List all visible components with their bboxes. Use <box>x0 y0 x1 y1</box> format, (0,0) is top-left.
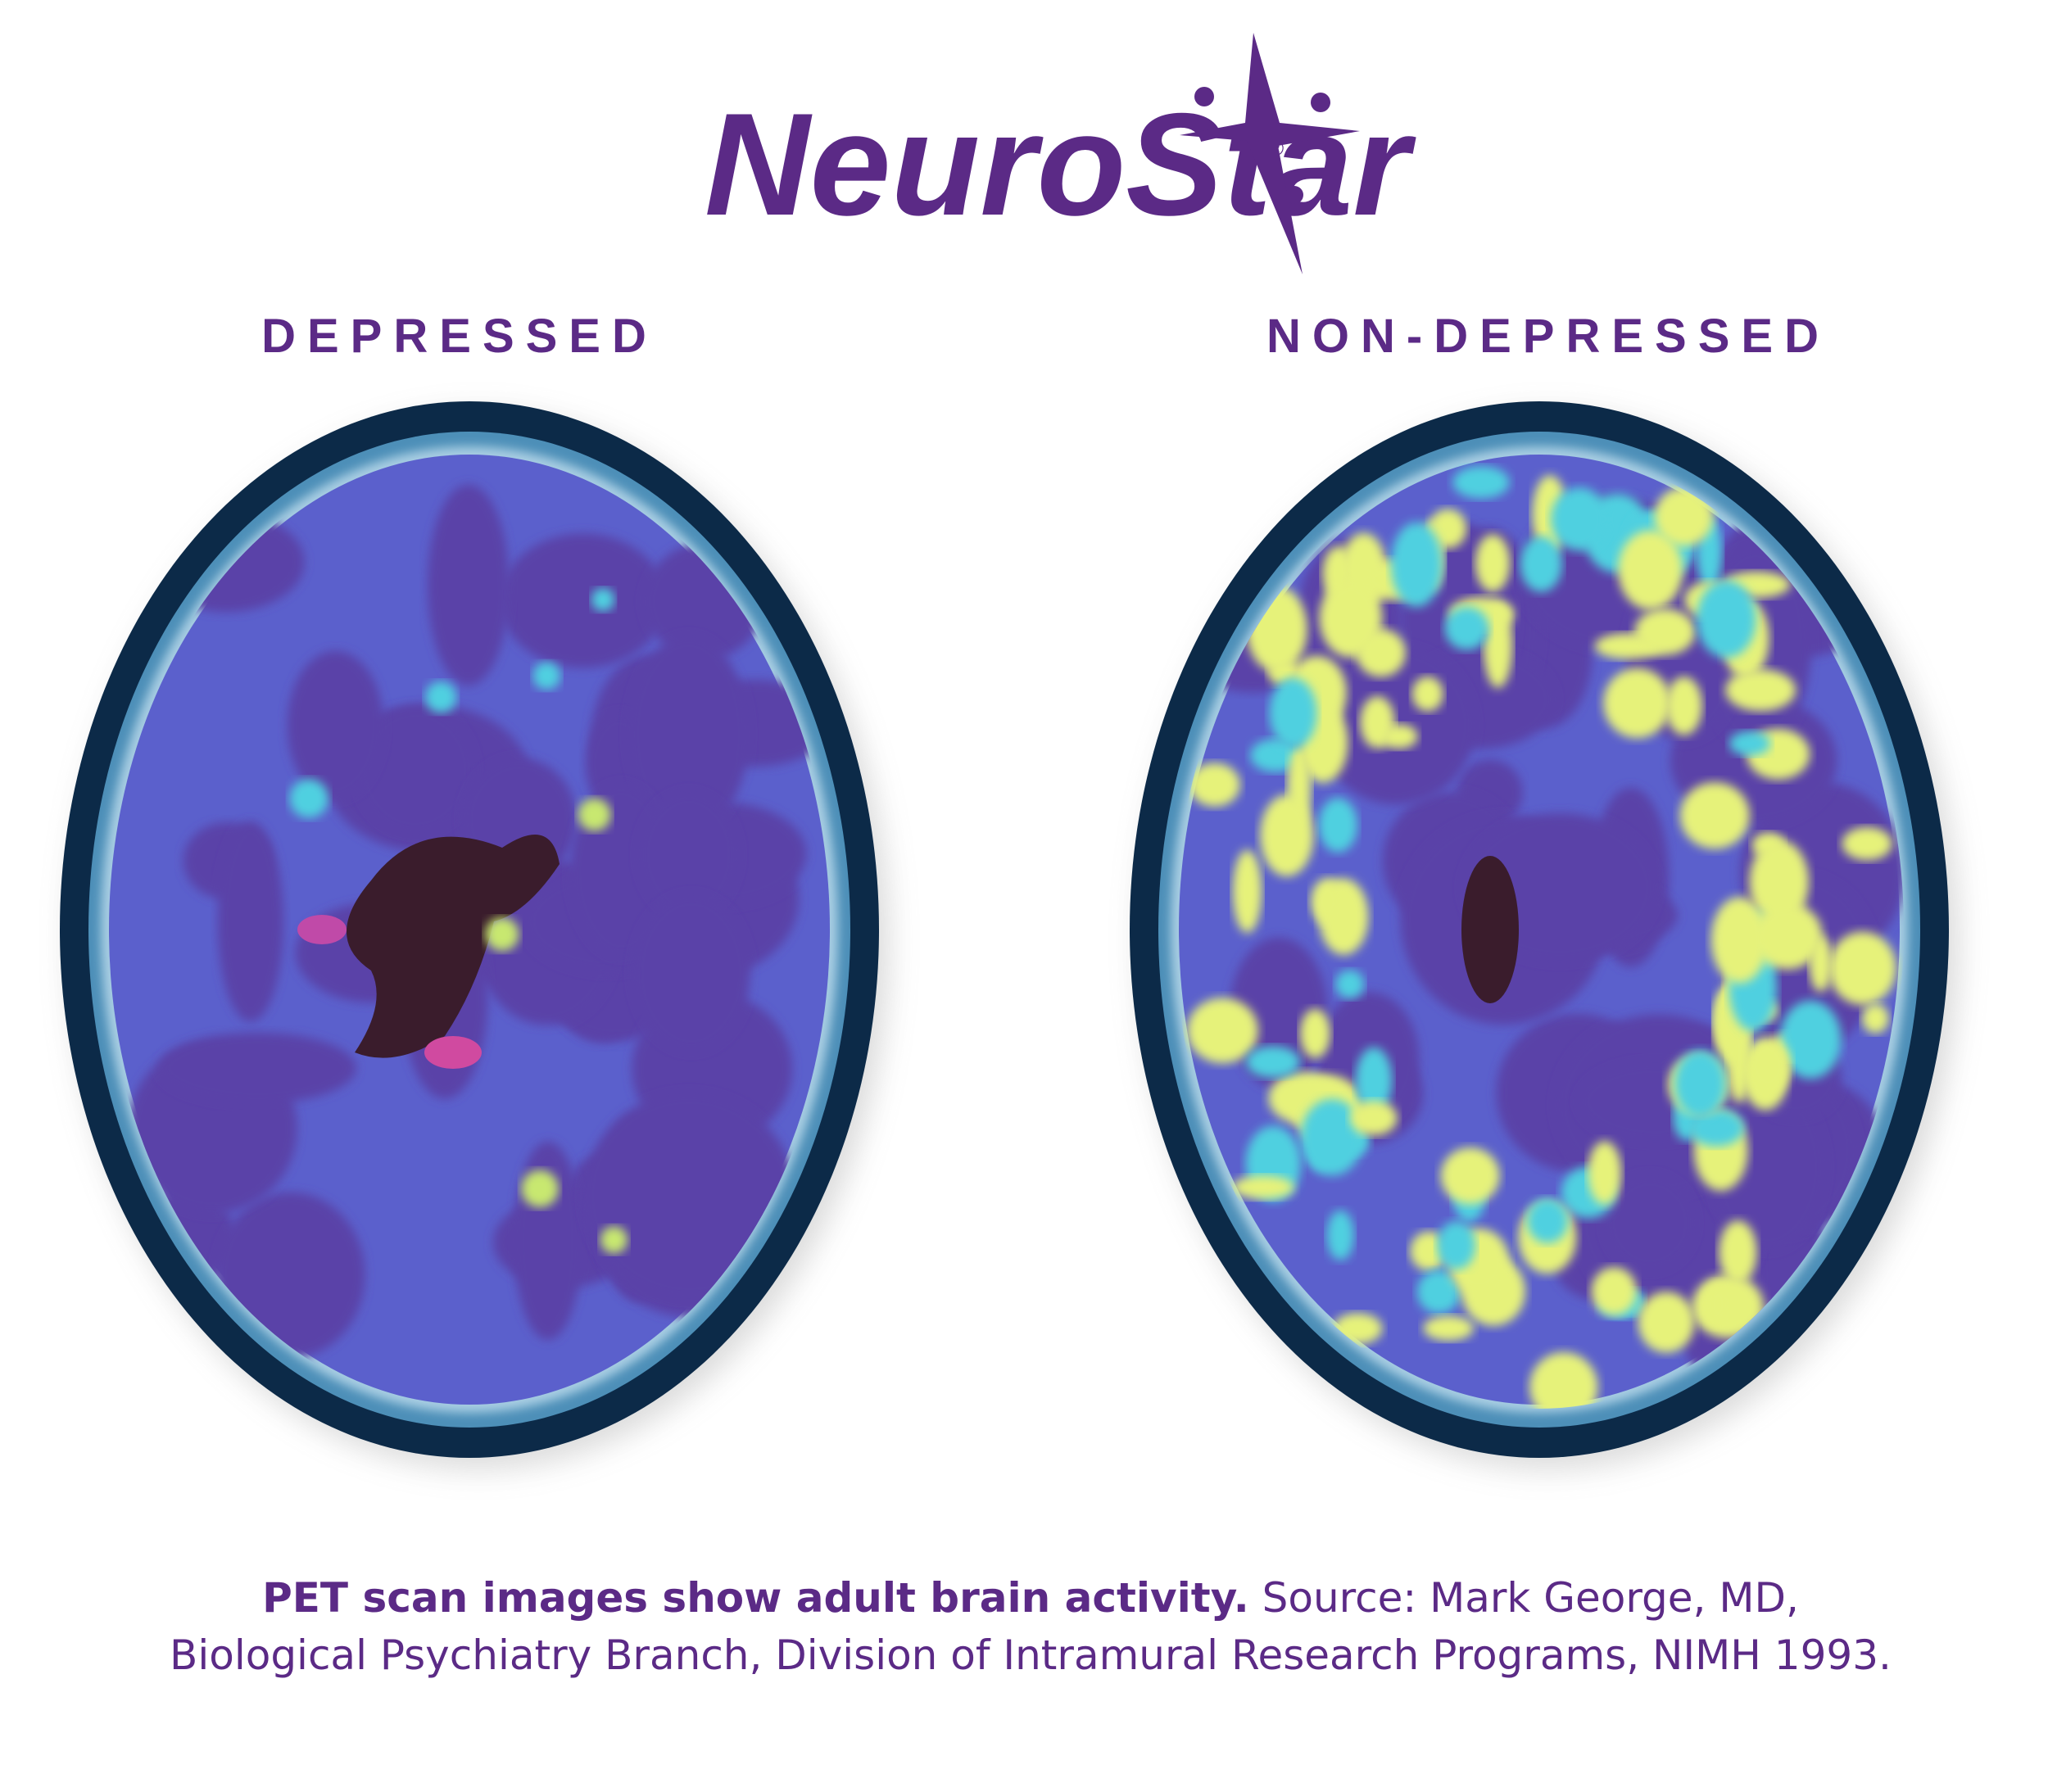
scan-shape <box>1529 1351 1598 1409</box>
scan-shape <box>1729 731 1771 756</box>
scan-shape <box>1588 1141 1622 1205</box>
scan-shape <box>1688 1109 1745 1147</box>
scan-shape <box>1349 1100 1398 1136</box>
scan-shape <box>1411 676 1443 712</box>
scan-shape <box>427 484 510 686</box>
scan-shape <box>1232 849 1262 934</box>
scan-shape <box>1719 1220 1757 1285</box>
scan-shape <box>1654 486 1714 546</box>
scan-shape <box>600 1226 628 1254</box>
logo-star <box>1180 33 1360 274</box>
scan-shape <box>1461 856 1519 1003</box>
scan-shape <box>628 636 750 834</box>
scan-shape <box>1618 530 1683 610</box>
scan-shape <box>1842 826 1892 861</box>
scan-shape <box>1335 970 1365 999</box>
brain-scan <box>60 401 889 1469</box>
scan-shape <box>1520 536 1562 592</box>
scan-shape <box>1697 580 1756 658</box>
scan-shape <box>1232 1175 1294 1200</box>
logo-text: NeuroStar <box>705 83 1416 246</box>
scan-shape <box>1245 1046 1301 1079</box>
logo: NeuroStar ® <box>705 33 1416 274</box>
scan-shape <box>347 835 560 1058</box>
scan-shape <box>1390 522 1443 608</box>
scan-shape <box>1665 677 1702 735</box>
scan-shape <box>1187 998 1258 1064</box>
caption: Biological Psychiatry Branch, Division o… <box>170 1631 1892 1679</box>
scan-shape <box>1326 1210 1354 1260</box>
scan-shape <box>1604 1174 1696 1272</box>
scan-shape <box>513 1141 582 1340</box>
scan-shape <box>632 894 750 1052</box>
scan-shape <box>582 1093 795 1300</box>
scan-shape <box>521 1170 559 1208</box>
scan-shape <box>1749 839 1810 925</box>
scan-shape <box>297 915 347 944</box>
scan-shape <box>1260 794 1314 877</box>
scan-shape <box>1380 723 1418 749</box>
scan-shape <box>1452 465 1510 499</box>
scan-shape <box>1311 878 1345 925</box>
scan-shape <box>1603 667 1671 739</box>
scan-shape <box>1416 1269 1461 1314</box>
scan-shape <box>1634 609 1696 655</box>
scan-shape <box>109 455 834 1405</box>
caption-bold: PET scan images show adult brain activit… <box>262 1574 1249 1622</box>
scan-shape <box>289 779 328 818</box>
scan-shape <box>1752 903 1823 970</box>
scan-shape <box>1861 1003 1889 1034</box>
scan-shape <box>532 662 561 690</box>
scan-shape <box>425 681 457 713</box>
scan-shape <box>1710 897 1769 984</box>
panel-label: NON-DEPRESSED <box>1266 310 1830 363</box>
caption: PET scan images show adult brain activit… <box>262 1574 1799 1622</box>
scan-shape <box>638 792 739 917</box>
scan-shape <box>1726 1016 1751 1103</box>
scan-shape <box>1475 534 1511 592</box>
brain-scan <box>1130 401 1959 1469</box>
scan-shape <box>287 650 384 800</box>
scan-shape <box>578 798 611 831</box>
scan-shape <box>1527 1198 1569 1243</box>
scan-shape <box>1189 763 1240 807</box>
scan-shape <box>1437 1221 1476 1270</box>
scan-shape <box>1809 934 1833 993</box>
scan-shape <box>500 533 667 668</box>
scan-shape <box>1744 1037 1792 1095</box>
scan-shape <box>356 706 475 835</box>
scan-shape <box>1299 1008 1330 1059</box>
scan-shape <box>217 821 284 1022</box>
scan-shape <box>1444 606 1489 650</box>
scan-shape <box>1300 1098 1363 1176</box>
scan-shape <box>1638 1292 1695 1353</box>
scan-shape <box>424 1036 482 1069</box>
scan-shape <box>1551 487 1608 551</box>
scan-shape <box>1725 669 1797 712</box>
scan-shape <box>159 1032 356 1104</box>
panel-label: DEPRESSED <box>261 310 658 363</box>
scan-shape <box>1591 1267 1638 1315</box>
scan-shape <box>1702 1281 1734 1328</box>
caption-source: Source: Mark George, MD, <box>1262 1574 1799 1622</box>
scan-shape <box>1828 931 1896 1005</box>
scan-shape <box>1179 455 1904 1409</box>
scan-shape <box>1779 1000 1842 1079</box>
scan-shape <box>485 917 519 952</box>
scan-shape <box>1679 782 1750 849</box>
scan-shape <box>1269 677 1317 749</box>
scan-shape <box>1440 1147 1500 1205</box>
scan-shape <box>1319 578 1383 658</box>
scan-shape <box>1423 1315 1475 1342</box>
scan-shape <box>591 587 615 612</box>
scan-shape <box>1355 1047 1393 1114</box>
scan-shape <box>1318 798 1357 853</box>
scan-shape <box>1674 1050 1726 1118</box>
